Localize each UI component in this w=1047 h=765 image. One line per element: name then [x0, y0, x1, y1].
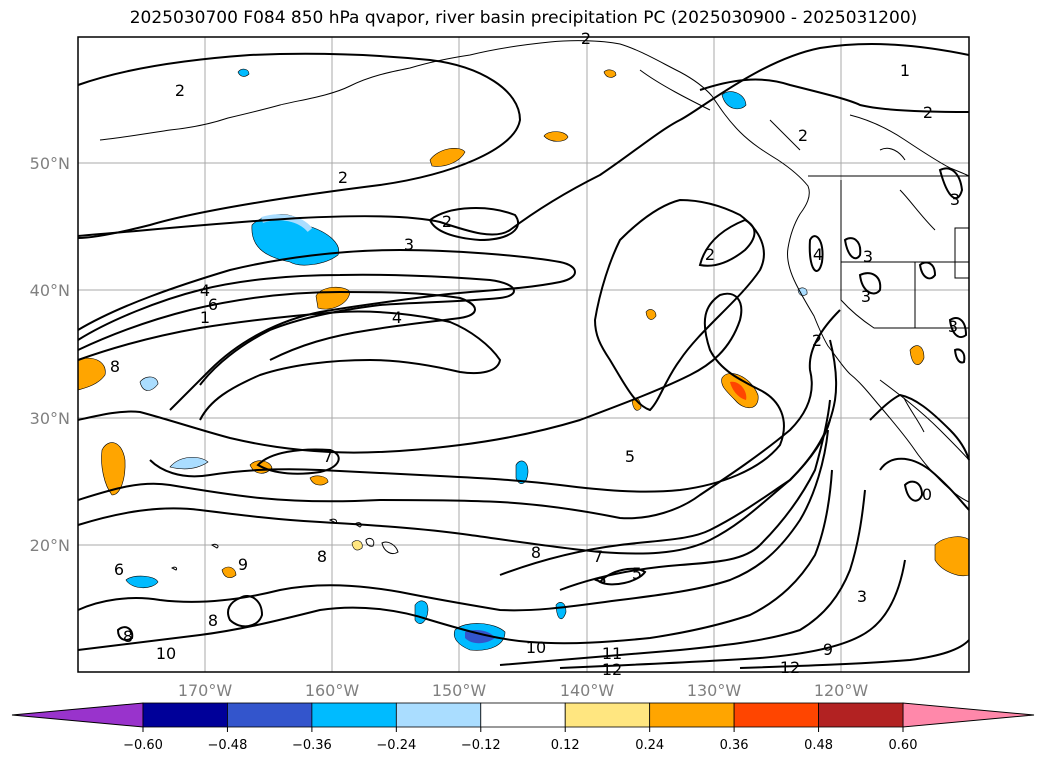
colorbar-segment: [480, 702, 566, 728]
colorbar-tick-label: −0.60: [123, 738, 163, 753]
positive-anomaly-patch: [429, 147, 466, 167]
lat-label-30n: 30°N: [30, 409, 70, 428]
contour-label: 3: [857, 587, 867, 606]
colorbar-tick-label: 0.48: [804, 738, 833, 753]
precip-shading: [77, 68, 970, 651]
contour-label: 10: [156, 644, 176, 663]
colorbar-tick-label: −0.48: [208, 738, 248, 753]
colorbar-segment: [311, 702, 397, 728]
contour-label: 4: [813, 245, 823, 264]
colorbar-tick-label: −0.36: [292, 738, 332, 753]
graticule: [78, 37, 969, 672]
negative-anomaly-patch: [169, 457, 209, 470]
colorbar-tick-label: 0.36: [720, 738, 749, 753]
positive-anomaly-patch: [543, 131, 569, 142]
contour-label: 1: [900, 61, 910, 80]
lon-label-160w: 160°W: [305, 681, 360, 700]
positive-anomaly-patch: [351, 540, 363, 551]
colorbar-tick-label: 0.24: [635, 738, 664, 753]
colorbar-tick-label: 0.12: [551, 738, 580, 753]
contour-label: 5: [632, 564, 642, 583]
colorbar-segment: [818, 702, 904, 728]
contour-label: 2: [442, 212, 452, 231]
qvapor-contours: [77, 43, 970, 669]
lon-label-130w: 130°W: [687, 681, 742, 700]
contour-label: 1: [200, 308, 210, 327]
contour-label: 8: [110, 357, 120, 376]
contour-label: 3: [861, 287, 871, 306]
contour-label: 12: [602, 660, 622, 679]
contour-label: 8: [123, 627, 133, 646]
colorbar-segment: [227, 702, 313, 728]
latitude-labels: 50°N 40°N 30°N 20°N: [30, 154, 70, 555]
positive-anomaly-patch: [645, 309, 657, 320]
contour-label: 10: [526, 638, 546, 657]
lat-label-20n: 20°N: [30, 536, 70, 555]
contour-label: 12: [780, 658, 800, 677]
contour-label: 7: [593, 547, 603, 566]
lon-label-120w: 120°W: [814, 681, 869, 700]
negative-anomaly-patch: [237, 68, 250, 77]
contour-label: 7: [323, 447, 333, 466]
contour-labels: 2 1 2 2 2 2 3 2 4 6 1 4 2 3 3 3 2 8 7 5 …: [110, 29, 960, 679]
contour-label: 6: [208, 295, 218, 314]
lon-label-150w: 150°W: [432, 681, 487, 700]
positive-anomaly-patch: [77, 357, 106, 391]
contour-label: 2: [923, 103, 933, 122]
colorbar-segment: [733, 702, 819, 728]
contour-label: 2: [798, 126, 808, 145]
contour-label: 2: [338, 168, 348, 187]
contour-label: 3: [948, 317, 958, 336]
colorbar-extend-low: [11, 702, 144, 728]
contour-label: 8: [531, 543, 541, 562]
colorbar-tick-label: −0.12: [461, 738, 501, 753]
map-title: 2025030700 F084 850 hPa qvapor, river ba…: [129, 8, 918, 28]
colorbar-segment: [395, 702, 482, 728]
longitude-labels: 170°W 160°W 150°W 140°W 130°W 120°W: [178, 681, 869, 700]
lon-label-140w: 140°W: [560, 681, 615, 700]
contour-label: 0: [922, 485, 932, 504]
positive-anomaly-patch: [309, 475, 329, 486]
colorbar: −0.60 −0.48 −0.36 −0.24 −0.12 0.12 0.24 0.36 0.4…: [11, 702, 1035, 753]
colorbar-tick-label: −0.24: [376, 738, 416, 753]
contour-label: 4: [392, 308, 402, 327]
contour-label: 3: [863, 247, 873, 266]
contour-label: 2: [812, 331, 822, 350]
positive-anomaly-patch: [909, 345, 925, 365]
contour-label: 11: [602, 644, 622, 663]
colorbar-segment: [564, 702, 651, 728]
contour-label: 2: [705, 245, 715, 264]
contour-label: 6: [114, 560, 124, 579]
contour-label: 9: [238, 555, 248, 574]
contour-label: 2: [175, 81, 185, 100]
contour-label: 3: [404, 235, 414, 254]
positive-anomaly-patch: [221, 566, 237, 579]
negative-anomaly-patch: [515, 460, 529, 484]
plot-area: [78, 37, 969, 672]
contour-label: 5: [625, 447, 635, 466]
negative-anomaly-patch: [797, 287, 808, 296]
contour-label: 4: [200, 281, 210, 300]
colorbar-extend-high: [902, 702, 1035, 728]
colorbar-tick-label: 0.60: [889, 738, 918, 753]
contour-label: 2: [581, 29, 591, 48]
plot-frame: [77, 36, 970, 673]
lon-label-170w: 170°W: [178, 681, 233, 700]
lat-label-40n: 40°N: [30, 281, 70, 300]
lat-label-50n: 50°N: [30, 154, 70, 173]
contour-label: 8: [317, 547, 327, 566]
contour-label: 8: [208, 611, 218, 630]
colorbar-segment: [142, 702, 228, 728]
negative-anomaly-patch: [139, 376, 159, 391]
contour-label: 9: [823, 640, 833, 659]
positive-anomaly-patch: [603, 69, 617, 78]
negative-anomaly-patch: [125, 575, 159, 589]
negative-anomaly-patch: [721, 91, 747, 110]
colorbar-segment: [649, 702, 735, 728]
contour-label: 3: [950, 190, 960, 209]
positive-anomaly-patch: [101, 442, 126, 496]
